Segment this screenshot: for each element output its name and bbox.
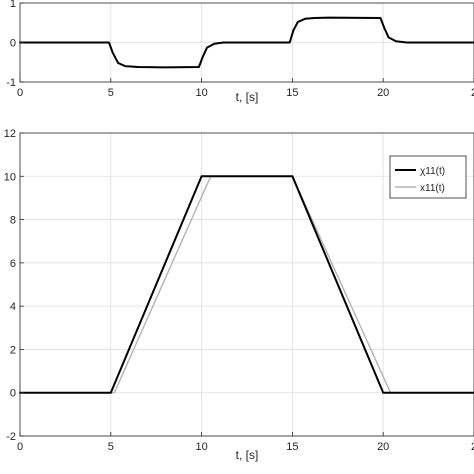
top-ytick-label: 1 [10,0,16,10]
top-ytick-label: -1 [6,77,16,89]
bot-series-line-1 [19,175,474,394]
bot-xtick-label: 2 [471,441,474,453]
bot-ytick-label: 10 [4,171,16,183]
top-x-axis-label: t, [s] [236,90,259,104]
bot-ytick-label: 12 [4,128,16,140]
bot-ytick-label: 4 [10,301,16,313]
top-series-group [19,16,474,69]
top-ticks: 051015202-101 [6,0,474,99]
bot-ytick-label: 8 [10,215,16,227]
bot-ytick-label: 2 [10,344,16,356]
bottom-series-group [19,175,474,394]
top-plot: 051015202-101 t, [s] [6,0,474,104]
bot-series-line-0 [19,175,474,394]
bot-xtick-label: 10 [195,441,207,453]
top-xtick-label: 0 [17,87,23,99]
bot-xtick-label: 20 [377,441,389,453]
bottom-axes-frame [19,132,474,437]
legend: χ11(t) x11(t) [389,155,467,199]
top-xtick-label: 10 [195,87,207,99]
legend-label-chi11: χ11(t) [420,166,445,177]
bot-xtick-label: 15 [286,441,298,453]
legend-box [389,155,467,199]
bot-ytick-label: 6 [10,258,16,270]
bot-xtick-label: 5 [108,441,114,453]
top-xtick-label: 20 [377,87,389,99]
top-xtick-label: 2 [471,87,474,99]
top-ytick-label: 0 [10,38,16,50]
bottom-x-axis-label: t, [s] [236,448,259,462]
top-xtick-label: 15 [286,87,298,99]
bot-ytick-label: -2 [6,431,16,443]
legend-label-x11: x11(t) [420,183,445,194]
bot-xtick-label: 0 [17,441,23,453]
bot-ytick-label: 0 [10,388,16,400]
top-xtick-label: 5 [108,87,114,99]
top-series-line-0 [19,16,474,69]
